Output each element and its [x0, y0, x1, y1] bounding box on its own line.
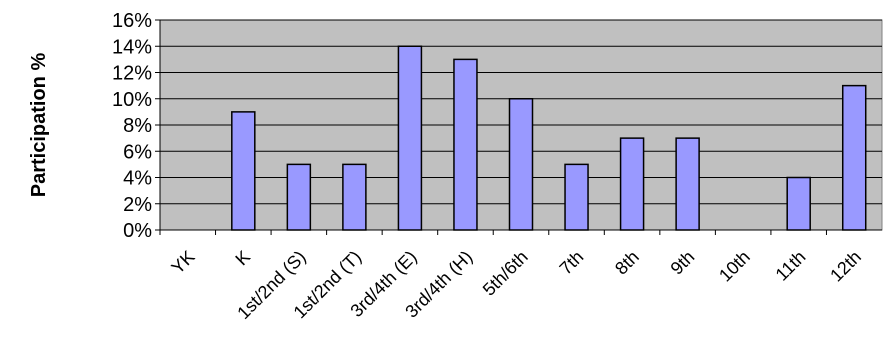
- y-tick-label: 0%: [123, 220, 152, 242]
- bar: [397, 45, 423, 231]
- bar: [342, 163, 367, 231]
- x-tick-label: 8th: [611, 247, 643, 279]
- bar: [675, 137, 700, 231]
- x-tick-label: K: [231, 247, 254, 270]
- x-tick-label: 5th/6th: [479, 247, 532, 300]
- y-tick-label: 10%: [112, 89, 152, 111]
- x-tick-label: YK: [167, 247, 198, 278]
- y-tick-label: 4%: [123, 168, 152, 190]
- bar: [841, 84, 867, 231]
- bars: [231, 45, 867, 231]
- bar: [564, 163, 589, 231]
- y-tick-label: 12%: [112, 63, 152, 85]
- y-tick-label: 16%: [112, 10, 152, 32]
- x-tick-label: 7th: [556, 247, 588, 279]
- x-tick-label: 9th: [667, 247, 699, 279]
- bar: [231, 111, 256, 231]
- bar: [786, 176, 811, 231]
- y-tick-label: 6%: [123, 141, 152, 163]
- bar: [508, 98, 534, 231]
- x-tick-label: 10th: [715, 247, 754, 286]
- bar: [286, 163, 312, 231]
- x-tick-label: 12th: [826, 247, 865, 286]
- bar: [453, 58, 478, 231]
- x-tick-label: 11th: [772, 247, 810, 285]
- bar: [619, 137, 645, 231]
- y-axis-title: Participation %: [28, 53, 50, 198]
- y-tick-label: 14%: [112, 36, 152, 58]
- y-tick-label: 8%: [123, 115, 152, 137]
- y-tick-label: 2%: [123, 194, 152, 216]
- y-axis: 0% 2% 4% 6% 8% 10% 12% 14% 16%: [112, 10, 161, 242]
